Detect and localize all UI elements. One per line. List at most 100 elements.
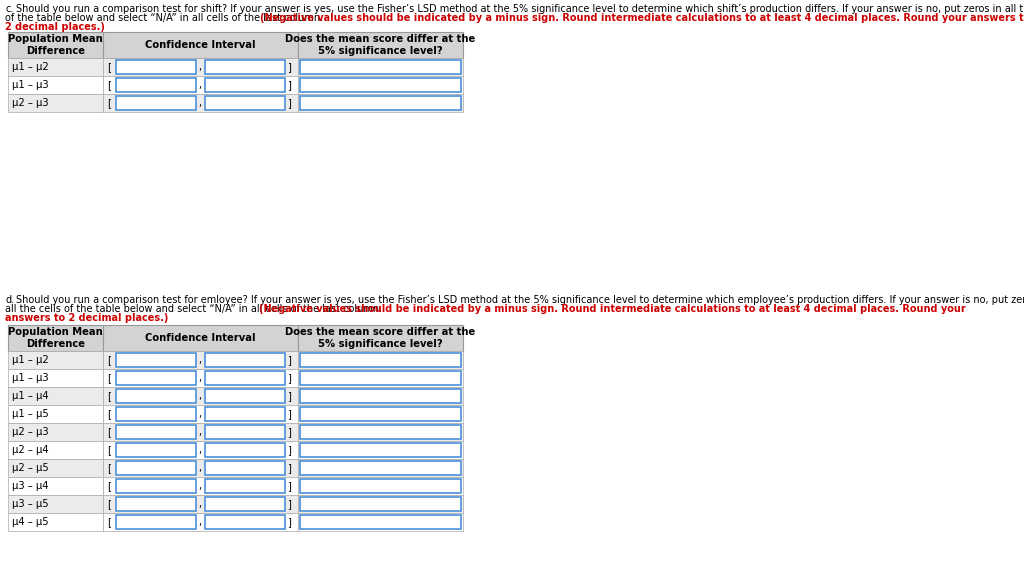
Bar (8, 32, 103, 58)
Bar (103, 405, 298, 423)
Text: Should you run a comparison test for shift? If your answer is yes, use the Fishe: Should you run a comparison test for shi… (16, 4, 1024, 14)
Bar (298, 477, 463, 495)
Bar (298, 76, 463, 94)
Text: ,: , (198, 463, 201, 473)
Bar (103, 58, 298, 76)
Bar (298, 495, 463, 513)
Text: ]: ] (287, 373, 291, 383)
Text: [: [ (106, 355, 111, 365)
Bar (300, 389, 461, 403)
Bar (116, 479, 196, 493)
Text: ,: , (198, 80, 201, 90)
Text: μ2 – μ4: μ2 – μ4 (12, 445, 48, 455)
Bar (300, 425, 461, 439)
Bar (116, 60, 196, 74)
Text: [: [ (106, 373, 111, 383)
Bar (103, 513, 298, 531)
Text: ]: ] (287, 391, 291, 401)
Text: ,: , (198, 62, 201, 72)
Text: μ2 – μ3: μ2 – μ3 (12, 427, 48, 437)
Text: [: [ (106, 409, 111, 419)
Text: Should you run a comparison test for emloyee? If your answer is yes, use the Fis: Should you run a comparison test for eml… (16, 295, 1024, 305)
Bar (8, 351, 103, 369)
Bar (298, 513, 463, 531)
Text: ,: , (198, 391, 201, 401)
Text: ,: , (198, 427, 201, 437)
Bar (205, 443, 285, 457)
Bar (205, 515, 285, 529)
Bar (298, 325, 463, 351)
Text: (Negative values should be indicated by a minus sign. Round intermediate calcula: (Negative values should be indicated by … (259, 304, 966, 314)
Text: μ3 – μ4: μ3 – μ4 (12, 481, 48, 491)
Bar (103, 76, 298, 94)
Bar (300, 515, 461, 529)
Text: [: [ (106, 391, 111, 401)
Text: μ3 – μ5: μ3 – μ5 (12, 499, 48, 509)
Bar (298, 387, 463, 405)
Bar (8, 495, 103, 513)
Bar (205, 353, 285, 367)
Bar (116, 497, 196, 511)
Bar (205, 96, 285, 110)
Text: [: [ (106, 517, 111, 527)
Text: [: [ (106, 427, 111, 437)
Bar (116, 389, 196, 403)
Bar (300, 371, 461, 385)
Bar (300, 78, 461, 92)
Bar (116, 425, 196, 439)
Bar (205, 425, 285, 439)
Bar (103, 495, 298, 513)
Text: (Negative values should be indicated by a minus sign. Round intermediate calcula: (Negative values should be indicated by … (260, 13, 1024, 23)
Bar (205, 389, 285, 403)
Text: Population Mean
Difference: Population Mean Difference (8, 34, 102, 56)
Bar (8, 423, 103, 441)
Text: μ1 – μ5: μ1 – μ5 (12, 409, 49, 419)
Text: ,: , (198, 98, 201, 108)
Text: Does the mean score differ at the
5% significance level?: Does the mean score differ at the 5% sig… (286, 327, 475, 349)
Bar (8, 387, 103, 405)
Text: [: [ (106, 62, 111, 72)
Text: c.: c. (5, 4, 13, 14)
Text: μ1 – μ3: μ1 – μ3 (12, 80, 48, 90)
Bar (116, 353, 196, 367)
Text: [: [ (106, 80, 111, 90)
Bar (205, 60, 285, 74)
Text: [: [ (106, 98, 111, 108)
Bar (103, 477, 298, 495)
Text: of the table below and select “N/A” in all cells of the last column.: of the table below and select “N/A” in a… (5, 13, 327, 23)
Text: Does the mean score differ at the
5% significance level?: Does the mean score differ at the 5% sig… (286, 34, 475, 56)
Text: μ1 – μ2: μ1 – μ2 (12, 355, 49, 365)
Text: μ2 – μ5: μ2 – μ5 (12, 463, 49, 473)
Text: ,: , (198, 481, 201, 491)
Text: ,: , (198, 409, 201, 419)
Bar (103, 387, 298, 405)
Text: ]: ] (287, 445, 291, 455)
Text: ,: , (198, 355, 201, 365)
Bar (103, 32, 298, 58)
Bar (116, 461, 196, 475)
Text: μ1 – μ4: μ1 – μ4 (12, 391, 48, 401)
Text: μ1 – μ2: μ1 – μ2 (12, 62, 49, 72)
Bar (300, 497, 461, 511)
Bar (116, 515, 196, 529)
Bar (103, 459, 298, 477)
Text: answers to 2 decimal places.): answers to 2 decimal places.) (5, 313, 168, 323)
Bar (298, 32, 463, 58)
Bar (8, 459, 103, 477)
Bar (205, 371, 285, 385)
Text: [: [ (106, 499, 111, 509)
Bar (8, 477, 103, 495)
Bar (103, 351, 298, 369)
Bar (298, 441, 463, 459)
Bar (205, 78, 285, 92)
Text: ,: , (198, 445, 201, 455)
Bar (103, 325, 298, 351)
Text: ]: ] (287, 463, 291, 473)
Text: ,: , (198, 499, 201, 509)
Bar (103, 423, 298, 441)
Text: 2 decimal places.): 2 decimal places.) (5, 22, 104, 32)
Bar (205, 407, 285, 421)
Text: [: [ (106, 463, 111, 473)
Bar (8, 441, 103, 459)
Bar (298, 423, 463, 441)
